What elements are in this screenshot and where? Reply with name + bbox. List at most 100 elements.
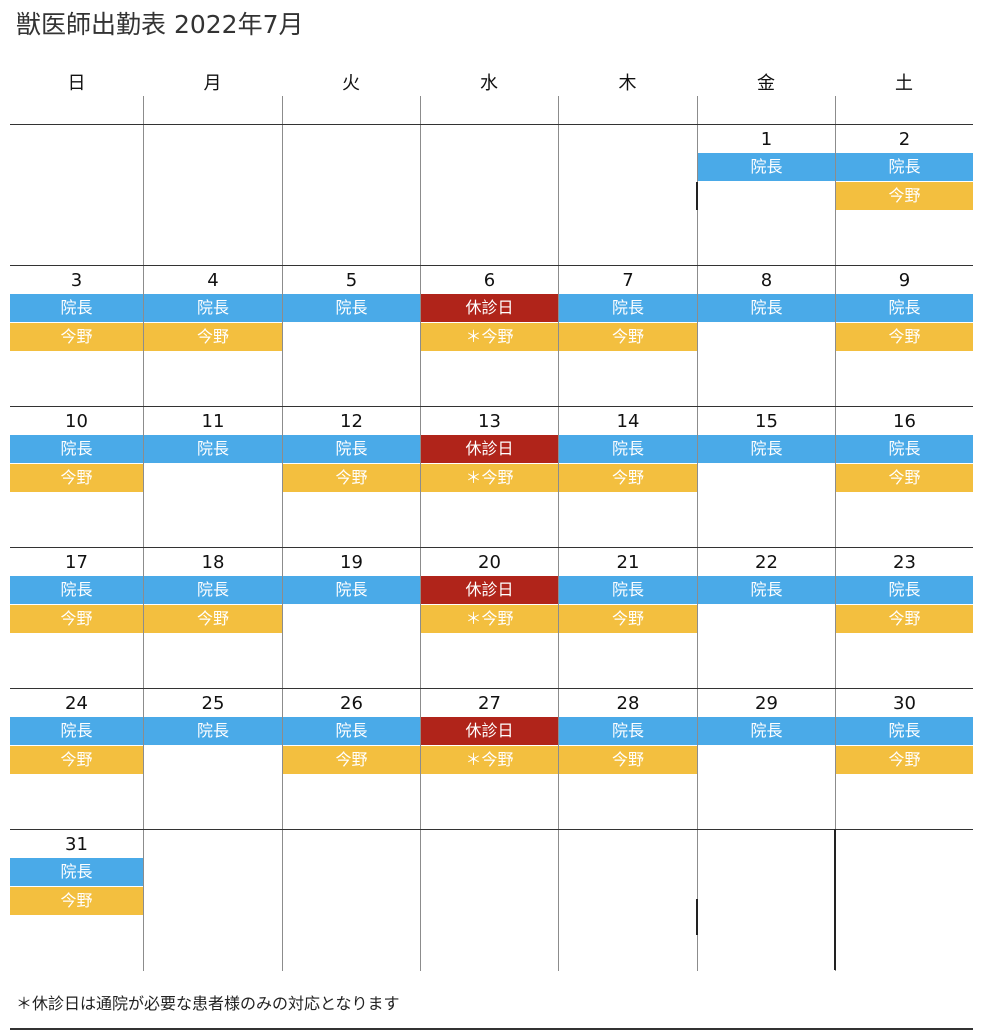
day-number: 17 bbox=[65, 552, 88, 573]
day-cell: 22 院長 bbox=[697, 548, 835, 689]
weekday-label: 日 bbox=[67, 73, 86, 94]
shift-konno: 今野 bbox=[10, 464, 143, 492]
weekday-label: 月 bbox=[203, 73, 222, 94]
day-cell: 2 院長 今野 bbox=[835, 125, 973, 266]
day-cell: 26 院長 今野 bbox=[282, 689, 420, 830]
day-cell bbox=[697, 830, 835, 971]
week-row: 31 院長 今野 bbox=[10, 829, 973, 971]
shift-konno: ＊今野 bbox=[421, 605, 558, 633]
day-cell: 8 院長 bbox=[697, 266, 835, 407]
week-row: 24 院長 今野 25 院長 26 院長 今野 27 休診日 ＊今野 28 院長 今野 29 院長 30 院長 今野 bbox=[10, 688, 973, 830]
shift-director: 院長 bbox=[836, 294, 973, 322]
shift-director: 院長 bbox=[836, 717, 973, 745]
day-number: 1 bbox=[760, 129, 773, 150]
day-number: 12 bbox=[340, 411, 363, 432]
day-number: 27 bbox=[478, 693, 501, 714]
day-number: 7 bbox=[622, 270, 634, 291]
shift-konno: 今野 bbox=[559, 323, 697, 351]
shift-konno: ＊今野 bbox=[421, 746, 558, 774]
day-cell bbox=[420, 125, 558, 266]
shift-director: 院長 bbox=[144, 294, 282, 322]
shift-director: 院長 bbox=[10, 294, 143, 322]
weekday-divider bbox=[835, 96, 836, 124]
day-cell: 15 院長 bbox=[697, 407, 835, 548]
grid-divider bbox=[834, 829, 836, 970]
closed-day-badge: 休診日 bbox=[421, 294, 558, 322]
day-cell bbox=[835, 830, 973, 971]
shift-director: 院長 bbox=[698, 576, 835, 604]
shift-director: 院長 bbox=[698, 153, 835, 181]
day-cell: 28 院長 今野 bbox=[558, 689, 697, 830]
shift-director: 院長 bbox=[144, 717, 282, 745]
day-cell: 17 院長 今野 bbox=[10, 548, 143, 689]
day-cell bbox=[10, 125, 143, 266]
shift-director: 院長 bbox=[10, 858, 143, 886]
shift-director: 院長 bbox=[836, 153, 973, 181]
day-cell: 1 院長 bbox=[697, 125, 835, 266]
shift-konno: 今野 bbox=[10, 746, 143, 774]
shift-director: 院長 bbox=[559, 576, 697, 604]
day-cell bbox=[420, 830, 558, 971]
day-cell: 31 院長 今野 bbox=[10, 830, 143, 971]
shift-director: 院長 bbox=[10, 717, 143, 745]
day-cell: 5 院長 bbox=[282, 266, 420, 407]
shift-konno: ＊今野 bbox=[421, 464, 558, 492]
footnote: ＊休診日は通院が必要な患者様のみの対応となります bbox=[16, 994, 400, 1013]
day-number: 23 bbox=[893, 552, 916, 573]
day-number: 20 bbox=[478, 552, 501, 573]
day-number: 11 bbox=[201, 411, 225, 432]
day-number: 2 bbox=[898, 129, 911, 150]
week-row: 3 院長 今野 4 院長 今野 5 院長 6 休診日 ＊今野 7 院長 今野 8 院長 9 院長 今野 bbox=[10, 265, 973, 407]
shift-konno: 今野 bbox=[836, 605, 973, 633]
shift-director: 院長 bbox=[283, 294, 420, 322]
day-number: 3 bbox=[70, 270, 83, 291]
day-cell: 21 院長 今野 bbox=[558, 548, 697, 689]
weekday-divider bbox=[697, 96, 698, 124]
day-cell: 11 院長 bbox=[143, 407, 282, 548]
day-cell: 24 院長 今野 bbox=[10, 689, 143, 830]
shift-konno: 今野 bbox=[283, 464, 420, 492]
day-number: 5 bbox=[345, 270, 358, 291]
shift-konno: 今野 bbox=[283, 746, 420, 774]
shift-konno: 今野 bbox=[559, 746, 697, 774]
day-number: 9 bbox=[898, 270, 911, 291]
shift-konno: 今野 bbox=[836, 746, 973, 774]
day-number: 29 bbox=[755, 693, 778, 714]
day-number: 18 bbox=[201, 552, 225, 573]
shift-director: 院長 bbox=[559, 294, 697, 322]
grid-divider bbox=[696, 899, 698, 935]
shift-director: 院長 bbox=[10, 435, 143, 463]
shift-director: 院長 bbox=[836, 435, 973, 463]
weekday-label: 水 bbox=[480, 73, 498, 94]
day-number: 4 bbox=[207, 270, 219, 291]
weekday-divider bbox=[282, 96, 283, 124]
closed-day-badge: 休診日 bbox=[421, 717, 558, 745]
day-number: 10 bbox=[65, 411, 88, 432]
shift-konno: 今野 bbox=[144, 323, 282, 351]
shift-konno: 今野 bbox=[559, 464, 697, 492]
weekday-label: 金 bbox=[757, 73, 775, 94]
day-cell: 3 院長 今野 bbox=[10, 266, 143, 407]
shift-konno: 今野 bbox=[559, 605, 697, 633]
shift-konno: 今野 bbox=[10, 605, 143, 633]
day-cell: 19 院長 bbox=[282, 548, 420, 689]
day-cell: 6 休診日 ＊今野 bbox=[420, 266, 558, 407]
day-cell: 4 院長 今野 bbox=[143, 266, 282, 407]
shift-director: 院長 bbox=[559, 435, 697, 463]
day-number: 8 bbox=[760, 270, 773, 291]
grid-bottom-border bbox=[10, 1028, 973, 1030]
shift-director: 院長 bbox=[698, 717, 835, 745]
day-number: 14 bbox=[616, 411, 640, 432]
shift-director: 院長 bbox=[144, 435, 282, 463]
day-cell: 25 院長 bbox=[143, 689, 282, 830]
day-cell: 7 院長 今野 bbox=[558, 266, 697, 407]
week-row: 1 院長 2 院長 今野 bbox=[10, 124, 973, 266]
weekday-divider bbox=[420, 96, 421, 124]
calendar: 日月火水木金土 1 院長 2 院長 今野 3 院長 今野 4 院長 今野 5 院長 6 休診日 ＊今野 7 院長今… bbox=[10, 68, 973, 1030]
day-number: 26 bbox=[340, 693, 363, 714]
day-number: 25 bbox=[201, 693, 225, 714]
weekday-divider bbox=[558, 96, 559, 124]
day-number: 19 bbox=[340, 552, 363, 573]
day-number: 16 bbox=[893, 411, 916, 432]
day-cell bbox=[282, 125, 420, 266]
